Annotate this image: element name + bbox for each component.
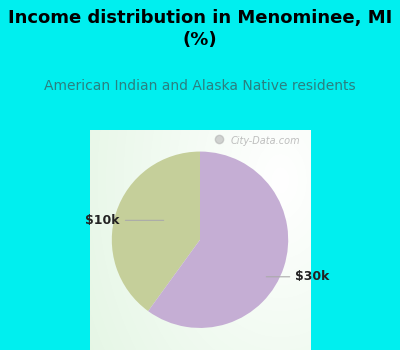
Wedge shape <box>148 152 288 328</box>
Text: City-Data.com: City-Data.com <box>231 136 300 146</box>
Text: American Indian and Alaska Native residents: American Indian and Alaska Native reside… <box>44 79 356 93</box>
Text: $30k: $30k <box>266 270 330 283</box>
Wedge shape <box>112 152 200 311</box>
Text: $10k: $10k <box>85 214 164 227</box>
Text: Income distribution in Menominee, MI
(%): Income distribution in Menominee, MI (%) <box>8 9 392 49</box>
